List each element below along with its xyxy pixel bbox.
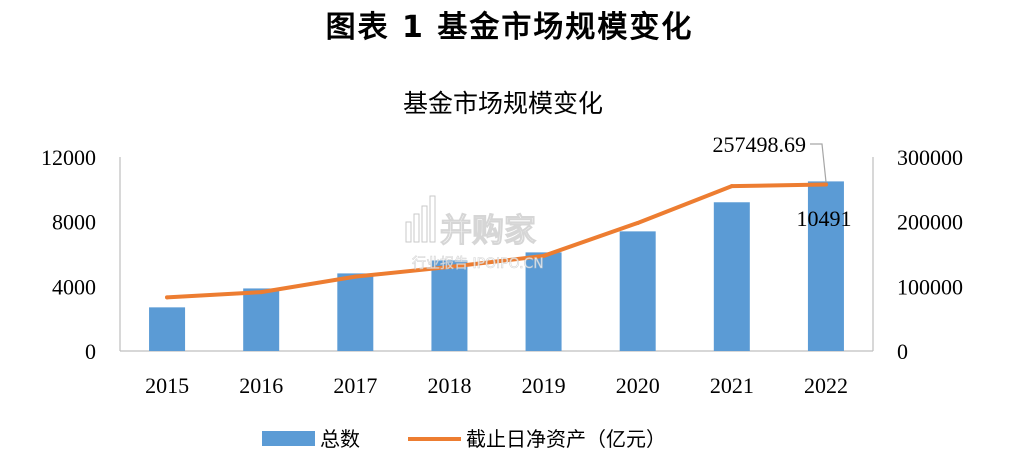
chart-title: 基金市场规模变化 [403, 89, 603, 118]
figure-title: 图表 1 基金市场规模变化 [325, 10, 694, 45]
line-point-2020 [635, 220, 640, 225]
right-tick-label: 300000 [897, 145, 963, 170]
bar-last-label: 10491 [797, 206, 852, 231]
line-point-2021 [729, 184, 734, 189]
line-path [165, 182, 828, 300]
left-axis-ticks: 0 4000 8000 12000 [41, 145, 96, 364]
line-point-2018 [447, 264, 452, 269]
left-tick-label: 4000 [52, 274, 96, 299]
right-tick-label: 0 [897, 339, 908, 364]
bar-2018 [431, 260, 468, 351]
line-point-2022 [823, 182, 828, 187]
x-tick-label: 2016 [239, 373, 283, 398]
line-last-label: 257498.69 [713, 132, 807, 157]
bar-2019 [525, 252, 562, 351]
line-point-2015 [165, 295, 170, 300]
x-tick-label: 2019 [522, 373, 566, 398]
right-axis-ticks: 0 100000 200000 300000 [897, 145, 963, 364]
x-tick-label: 2017 [333, 373, 377, 398]
line-point-2017 [353, 274, 358, 279]
right-tick-label: 200000 [897, 210, 963, 235]
bar-series [149, 181, 844, 351]
right-tick-label: 100000 [897, 274, 963, 299]
line-series [165, 182, 828, 300]
legend: 总数 截止日净资产（亿元） [262, 427, 666, 451]
x-tick-label: 2015 [145, 373, 189, 398]
watermark-logo [405, 195, 436, 243]
line-point-2019 [541, 253, 546, 258]
annotations: 257498.69 10491 [713, 132, 852, 231]
bar-2020 [619, 231, 656, 351]
legend-bar-swatch [262, 431, 315, 446]
bar-2017 [337, 273, 374, 351]
bar-2022 [807, 181, 844, 351]
x-tick-label: 2020 [616, 373, 660, 398]
line-label-leader [810, 143, 827, 183]
x-tick-label: 2022 [804, 373, 848, 398]
watermark-brand: 并购家 [440, 211, 536, 249]
bar-2016 [243, 288, 280, 351]
watermark: 并购家 行业报告 IPOIPO.CN [405, 195, 544, 272]
left-tick-label: 12000 [41, 145, 96, 170]
line-point-2016 [259, 290, 264, 295]
x-axis-ticks: 2015 2016 2017 2018 2019 2020 2021 2022 [145, 373, 848, 398]
bar-2021 [713, 202, 750, 351]
left-tick-label: 8000 [52, 210, 96, 235]
watermark-sub: 行业报告 IPOIPO.CN [412, 256, 544, 272]
left-tick-label: 0 [85, 339, 96, 364]
bar-2015 [149, 307, 186, 351]
x-tick-label: 2021 [710, 373, 754, 398]
legend-bar-label: 总数 [320, 427, 360, 451]
x-tick-label: 2018 [427, 373, 471, 398]
legend-line-label: 截止日净资产（亿元） [466, 427, 666, 451]
